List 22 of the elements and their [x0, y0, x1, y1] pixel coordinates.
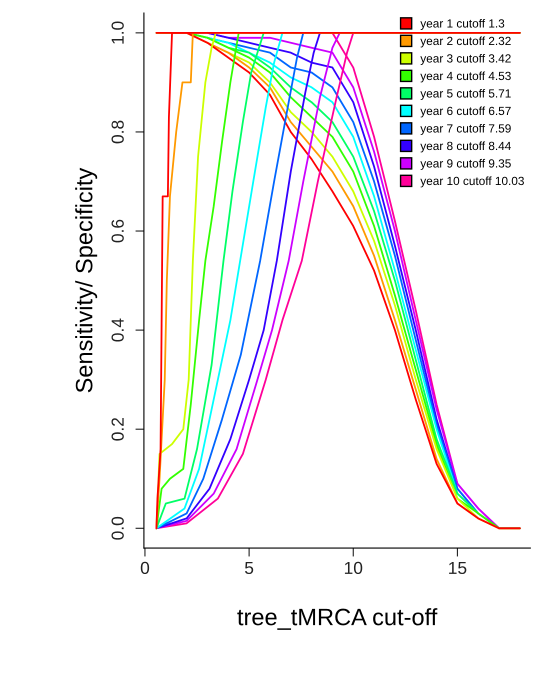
x-tick-label: 15 [449, 562, 466, 574]
y-tick-label: 0.4 [112, 318, 124, 342]
y-tick-label: 0.6 [112, 220, 124, 242]
legend-label: year 7 cutoff 7.59 [420, 124, 511, 135]
legend-label: year 3 cutoff 3.42 [420, 54, 511, 65]
legend-label: year 10 cutoff 10.03 [420, 176, 524, 188]
x-tick-label: 10 [344, 562, 362, 574]
x-tick-label: 5 [244, 562, 254, 574]
y-tick-label: 1.0 [112, 21, 124, 44]
legend-label: year 2 cutoff 2.32 [420, 36, 511, 48]
legend-label: year 9 cutoff 9.35 [420, 158, 511, 170]
y-axis-title: Sensitivity/ Specificity [75, 168, 98, 392]
y-tick-label: 0.2 [112, 418, 124, 441]
legend-label: year 1 cutoff 1.3 [420, 18, 504, 30]
legend-label: year 8 cutoff 8.44 [420, 141, 511, 152]
y-tick-label: 0.8 [112, 120, 124, 144]
legend-label: year 5 cutoff 5.71 [420, 88, 511, 100]
y-tick-label: 0.0 [112, 516, 124, 540]
legend-label: year 4 cutoff 4.53 [420, 71, 511, 82]
x-axis-title: tree_tMRCA cut-off [237, 608, 438, 630]
x-tick-label: 0 [140, 562, 150, 574]
legend-label: year 6 cutoff 6.57 [420, 106, 511, 118]
